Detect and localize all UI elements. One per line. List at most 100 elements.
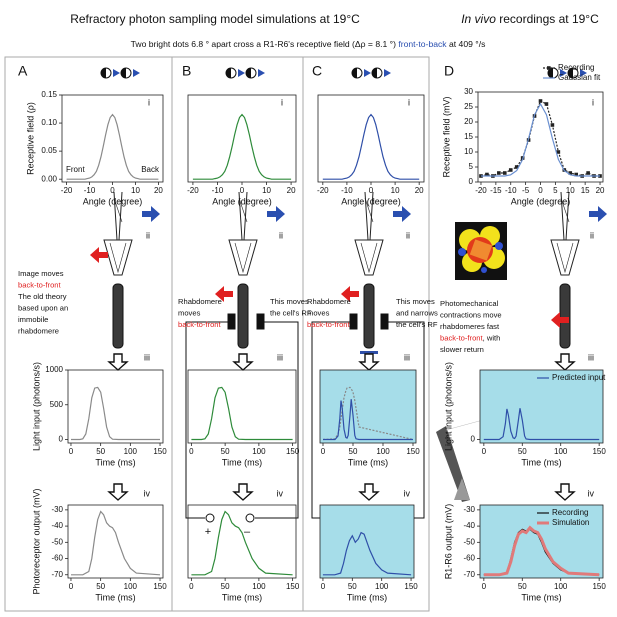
note-part: Photomechanical	[440, 299, 499, 308]
x-tick-label: 50	[96, 447, 105, 456]
series-line	[483, 525, 600, 577]
note: immobile	[18, 315, 48, 324]
series-line	[481, 102, 600, 177]
series-line	[480, 100, 600, 177]
plot-frame	[187, 369, 297, 444]
chart: -20 -10 0 10 20 Angle (degree)	[187, 94, 297, 206]
x-tick-label: -10	[341, 186, 353, 195]
y-tick-label: 0.10	[41, 118, 57, 127]
roman-numeral: ii	[146, 230, 150, 240]
note: moves	[178, 309, 201, 318]
x-tick-label: 5	[553, 186, 558, 195]
x-tick-label: 10	[566, 186, 575, 195]
x-tick-label: -20	[187, 186, 199, 195]
y-tick-label: 0.15	[41, 90, 57, 99]
y-tick-label: 15	[464, 132, 473, 141]
y-tick-label: 0.00	[41, 174, 57, 183]
note: the cell's RF	[396, 320, 438, 329]
note-part: Rhabdomere	[178, 297, 222, 306]
down-arrow	[107, 483, 129, 501]
roman-numeral: ii	[279, 230, 283, 240]
chart: 0 50 100 150 -70 -60 -50 -40 -30 Time (ms) R1-R6 o…	[443, 504, 606, 603]
x-tick-label: 100	[252, 447, 266, 456]
photoreceptor-diagram	[341, 67, 411, 501]
lens-inner	[109, 242, 127, 274]
note: rhabdomere	[18, 327, 59, 336]
marker	[568, 171, 573, 175]
note: back-to-front	[178, 320, 222, 329]
x-axis-label: Time (ms)	[348, 457, 388, 467]
dot-icon	[568, 68, 573, 78]
marker	[538, 99, 543, 103]
x-tick-label: -15	[490, 186, 502, 195]
lens	[354, 239, 384, 276]
x-axis-label: Angle (degree)	[511, 196, 571, 206]
annotation: Front	[66, 165, 85, 174]
x-tick-label: 0	[189, 582, 194, 591]
roman-numeral: iv	[588, 488, 595, 498]
x-tick-label: 50	[96, 582, 105, 591]
dot-icon	[258, 69, 265, 77]
roman-numeral: iv	[277, 488, 284, 498]
y-axis-label: Photoreceptor output (mV)	[31, 488, 41, 594]
roman-numeral: iii	[404, 352, 410, 362]
down-arrow	[358, 483, 380, 501]
y-tick-label: -50	[463, 537, 475, 546]
y-tick-label: -30	[463, 505, 475, 514]
plot-frame	[67, 369, 164, 444]
roman-numeral: ii	[590, 230, 594, 240]
chart: 0 50 100 150 Time (ms)	[187, 369, 300, 467]
blue-arrow	[267, 206, 285, 222]
note: back-to-front	[307, 320, 351, 329]
dot-icon	[101, 68, 106, 78]
y-tick-label: 30	[464, 87, 473, 96]
note: Image moves	[18, 269, 64, 278]
photoreceptor-diagram	[547, 67, 607, 501]
x-tick-label: -10	[84, 186, 96, 195]
chart: -20 -15 -10 -5 0 5 10 15 20 0 5 10 15 20 25 30 Angle (de…	[441, 63, 605, 206]
annotation: Back	[141, 165, 160, 174]
x-tick-label: 100	[554, 447, 568, 456]
note-part: rhabdomeres fast	[440, 322, 500, 331]
minus-sign: –	[244, 526, 251, 538]
note: The old theory	[18, 292, 67, 301]
x-axis-label: Time (ms)	[347, 592, 387, 602]
chart: 0 50 100 150 0 500 1000 Time (ms) Light input (p…	[31, 362, 167, 467]
marker	[514, 165, 519, 169]
x-tick-label: 10	[262, 186, 271, 195]
note: based upon an	[18, 304, 68, 313]
x-tick-label: 20	[596, 186, 605, 195]
marker	[508, 168, 513, 172]
note-part: back-to-front	[178, 320, 222, 329]
x-tick-label: 15	[581, 186, 590, 195]
series-line	[323, 399, 413, 441]
x-tick-label: 100	[375, 582, 389, 591]
x-tick-label: 150	[286, 582, 300, 591]
subtitle-part: Two bright dots 6.8 ° apart cross a R1-R…	[131, 39, 399, 49]
lens	[550, 239, 580, 276]
dot-icon	[238, 69, 245, 77]
roman-numeral: i	[148, 97, 150, 107]
roman-numeral: i	[408, 97, 410, 107]
note-part: back-to-front	[18, 281, 62, 290]
chart: 0 50 100 150 -70 -60 -50 -40 -30 Time (ms) Photore…	[31, 488, 167, 602]
note: rhabdomeres fast	[440, 322, 500, 331]
plot-frame	[479, 504, 604, 579]
red-arrow	[341, 286, 359, 302]
x-axis-label: Angle (degree)	[341, 196, 401, 206]
x-tick-label: 50	[518, 582, 527, 591]
plot-frame	[187, 94, 297, 183]
x-tick-label: 0	[69, 447, 74, 456]
y-tick-label: 10	[464, 147, 473, 156]
x-tick-label: 150	[153, 582, 167, 591]
note: This moves	[396, 297, 435, 306]
plot-background	[320, 370, 416, 443]
x-tick-label: 0	[321, 447, 326, 456]
x-axis-label: Time (ms)	[222, 592, 262, 602]
y-tick-label: 0	[469, 177, 474, 186]
title: Refractory photon sampling model simulat…	[70, 12, 360, 26]
note: contractions move	[440, 311, 502, 320]
y-tick-label: 0.05	[41, 146, 57, 155]
electrode	[118, 191, 123, 241]
